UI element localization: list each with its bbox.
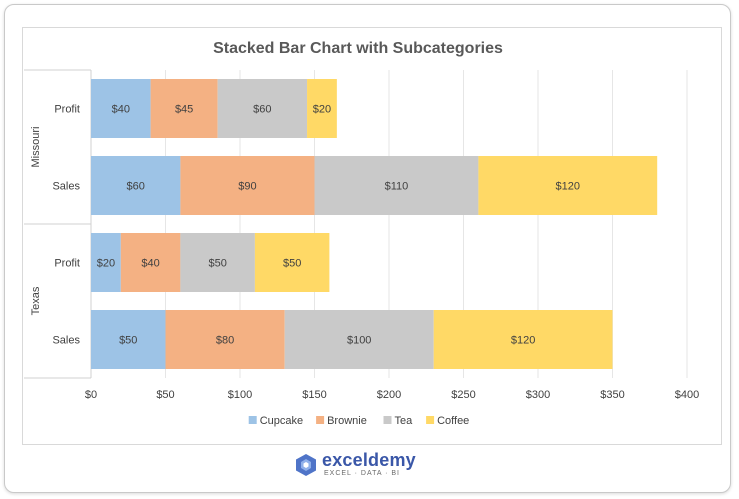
group-label: Texas [30, 286, 42, 315]
data-label: $80 [216, 335, 234, 347]
data-label: $50 [119, 335, 137, 347]
category-label: Profit [54, 104, 80, 116]
bar-segment[interactable] [91, 79, 151, 138]
brand-name: exceldemy [322, 450, 416, 470]
exceldemy-logo-icon [296, 454, 316, 476]
data-label: $20 [313, 104, 331, 116]
bar-segment[interactable] [314, 156, 479, 215]
bar-segment[interactable] [120, 233, 181, 292]
bar-segment[interactable] [433, 310, 613, 369]
data-label: $100 [347, 335, 371, 347]
x-tick-label: $300 [526, 389, 550, 401]
data-label: $40 [141, 258, 159, 270]
data-label: $60 [127, 181, 145, 193]
data-label: $120 [556, 181, 580, 193]
legend-label[interactable]: Cupcake [260, 415, 303, 427]
x-tick-label: $250 [451, 389, 475, 401]
data-label: $45 [175, 104, 193, 116]
legend-swatch [316, 416, 325, 424]
brand-tagline: EXCEL · DATA · BI [324, 470, 400, 477]
brand-logo: exceldemy EXCEL · DATA · BI [294, 450, 424, 480]
bar-segment[interactable] [307, 79, 337, 138]
x-tick-label: $150 [302, 389, 326, 401]
chart-title: Stacked Bar Chart with Subcategories [213, 40, 503, 57]
data-label: $120 [511, 335, 535, 347]
bar-segment[interactable] [478, 156, 658, 215]
legend-label[interactable]: Tea [395, 415, 414, 427]
category-label: Sales [52, 181, 80, 193]
bar-segment[interactable] [91, 233, 121, 292]
legend-label[interactable]: Brownie [327, 415, 367, 427]
x-tick-label: $400 [675, 389, 699, 401]
x-tick-label: $200 [377, 389, 401, 401]
data-label: $20 [97, 258, 115, 270]
bar-segment[interactable] [180, 233, 255, 292]
category-label: Sales [52, 335, 80, 347]
data-label: $110 [385, 181, 409, 193]
legend-swatch [248, 416, 257, 424]
data-label: $50 [208, 258, 226, 270]
bar-segment[interactable] [91, 156, 181, 215]
bar-segment[interactable] [284, 310, 434, 369]
legend-swatch [383, 416, 392, 424]
x-tick-label: $100 [228, 389, 252, 401]
category-label: Profit [54, 258, 80, 270]
legend-label[interactable]: Coffee [437, 415, 469, 427]
bar-segment[interactable] [180, 156, 315, 215]
bar-segment[interactable] [165, 310, 285, 369]
x-tick-label: $0 [85, 389, 97, 401]
data-label: $60 [253, 104, 271, 116]
group-label: Missouri [30, 127, 42, 168]
bar-segment[interactable] [150, 79, 218, 138]
bar-segment[interactable] [91, 310, 166, 369]
x-tick-label: $350 [600, 389, 624, 401]
data-label: $40 [112, 104, 130, 116]
bar-segment[interactable] [217, 79, 308, 138]
bar-segment[interactable] [254, 233, 330, 292]
legend-swatch [426, 416, 435, 424]
data-label: $50 [283, 258, 301, 270]
x-tick-label: $50 [156, 389, 174, 401]
data-label: $90 [238, 181, 256, 193]
